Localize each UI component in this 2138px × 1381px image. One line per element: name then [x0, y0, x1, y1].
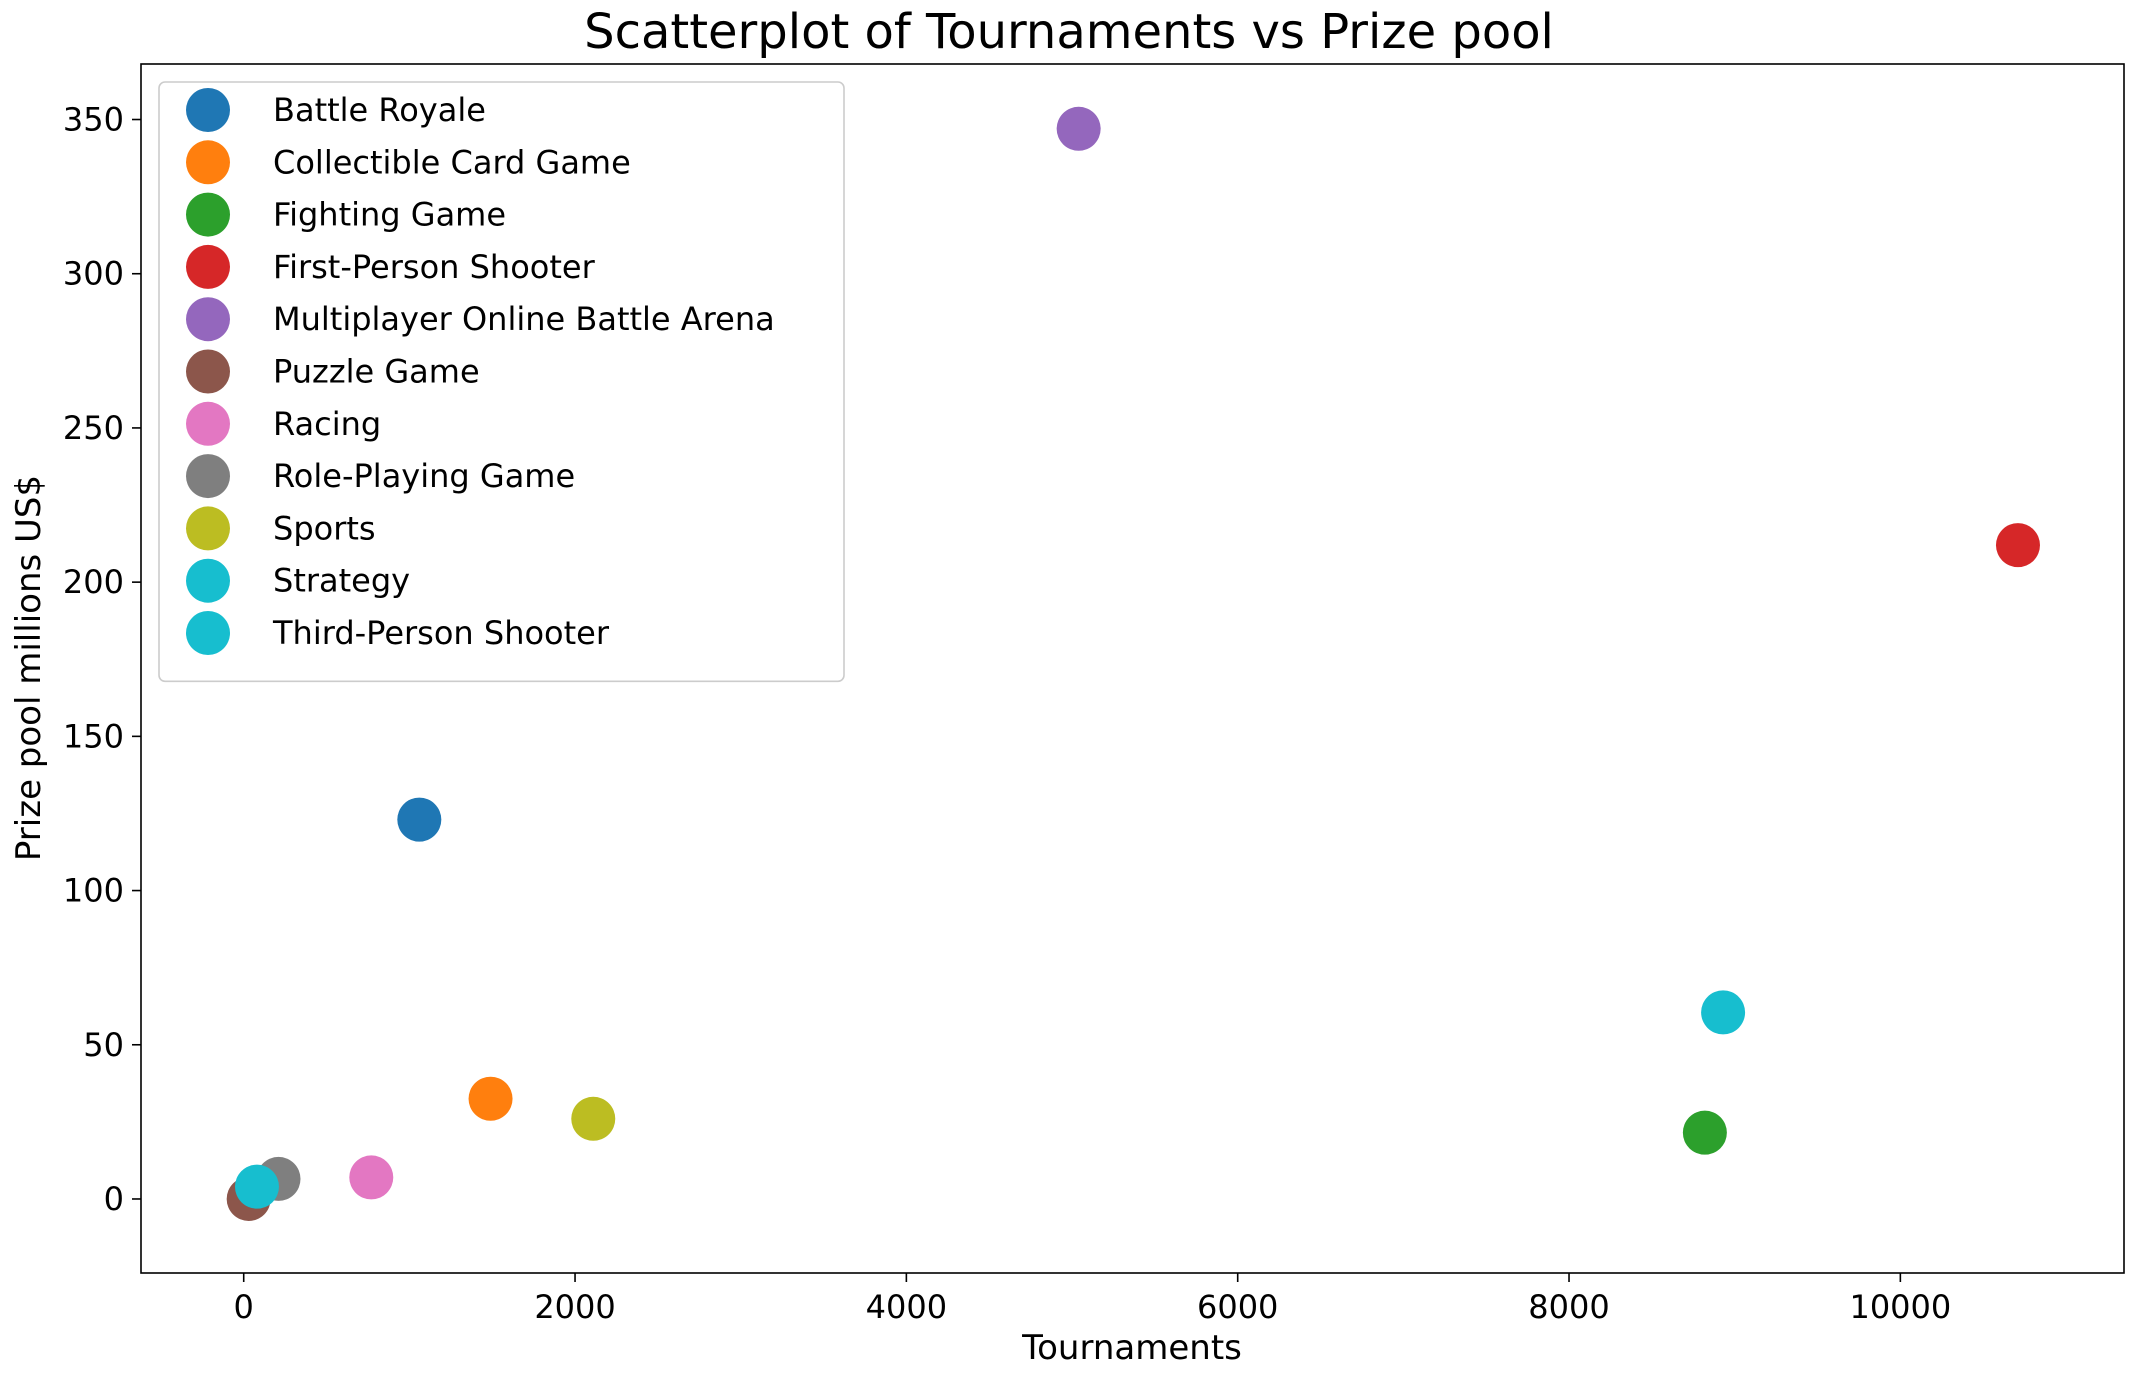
legend-marker — [186, 192, 230, 237]
legend: Battle Royale Collectible Card Game Fighti… — [158, 81, 845, 683]
legend-label: Racing — [273, 405, 381, 443]
legend-label: Collectible Card Game — [273, 143, 631, 181]
y-tick-label: 100 — [63, 872, 124, 910]
legend-box — [158, 81, 845, 683]
legend-marker — [186, 140, 230, 185]
legend-label: Battle Royale — [273, 91, 486, 129]
legend-label: Fighting Game — [273, 196, 506, 234]
x-tick-label: 4000 — [866, 1288, 947, 1326]
x-tick-label: 2000 — [534, 1288, 615, 1326]
x-tick-label: 6000 — [1197, 1288, 1278, 1326]
legend-marker — [186, 558, 230, 603]
scatter-point — [1056, 106, 1101, 151]
legend-label: Strategy — [273, 562, 410, 600]
chart-title: Scatterplot of Tournaments vs Prize pool — [584, 4, 1554, 60]
scatter-point — [571, 1096, 616, 1141]
scatter-point — [1701, 990, 1746, 1035]
scatter-point — [1995, 523, 2040, 568]
y-tick-label: 250 — [63, 409, 124, 447]
x-tick-label: 0 — [234, 1288, 254, 1326]
legend-marker — [186, 297, 230, 342]
x-tick-label: 10000 — [1849, 1288, 1951, 1326]
scatter-point — [468, 1076, 513, 1121]
y-axis-label: Prize pool millions US$ — [9, 475, 49, 861]
legend-label: Role-Playing Game — [273, 457, 575, 495]
legend-label: Sports — [273, 509, 376, 547]
legend-marker — [186, 506, 230, 551]
legend-label: First-Person Shooter — [273, 248, 596, 286]
y-tick-label: 0 — [104, 1180, 124, 1218]
legend-marker — [186, 454, 230, 499]
y-axis: 0 50 100 150 200 250 300 350 — [63, 101, 141, 1218]
x-axis: 0 2000 4000 6000 8000 10000 — [234, 1273, 1951, 1326]
legend-label: Multiplayer Online Battle Arena — [273, 300, 775, 338]
plot-frame — [140, 63, 2125, 1274]
y-tick-label: 350 — [63, 101, 124, 139]
scatter-point — [234, 1164, 279, 1209]
legend-marker — [186, 349, 230, 394]
legend-marker — [186, 88, 230, 132]
y-tick-label: 50 — [83, 1026, 124, 1064]
y-tick-label: 200 — [63, 563, 124, 601]
legend-label: Puzzle Game — [273, 353, 480, 391]
scatter-point — [1682, 1110, 1727, 1155]
legend-marker — [186, 401, 230, 446]
points-layer — [226, 106, 2040, 1221]
x-axis-label: Tournaments — [1021, 1328, 1242, 1368]
scatter-point — [397, 797, 442, 842]
legend-label: Third-Person Shooter — [272, 614, 610, 652]
y-tick-label: 150 — [63, 717, 124, 755]
scatter-point — [349, 1155, 394, 1200]
y-tick-label: 300 — [63, 255, 124, 293]
legend-marker — [186, 611, 230, 655]
x-tick-label: 8000 — [1528, 1288, 1609, 1326]
legend-marker — [186, 244, 230, 289]
